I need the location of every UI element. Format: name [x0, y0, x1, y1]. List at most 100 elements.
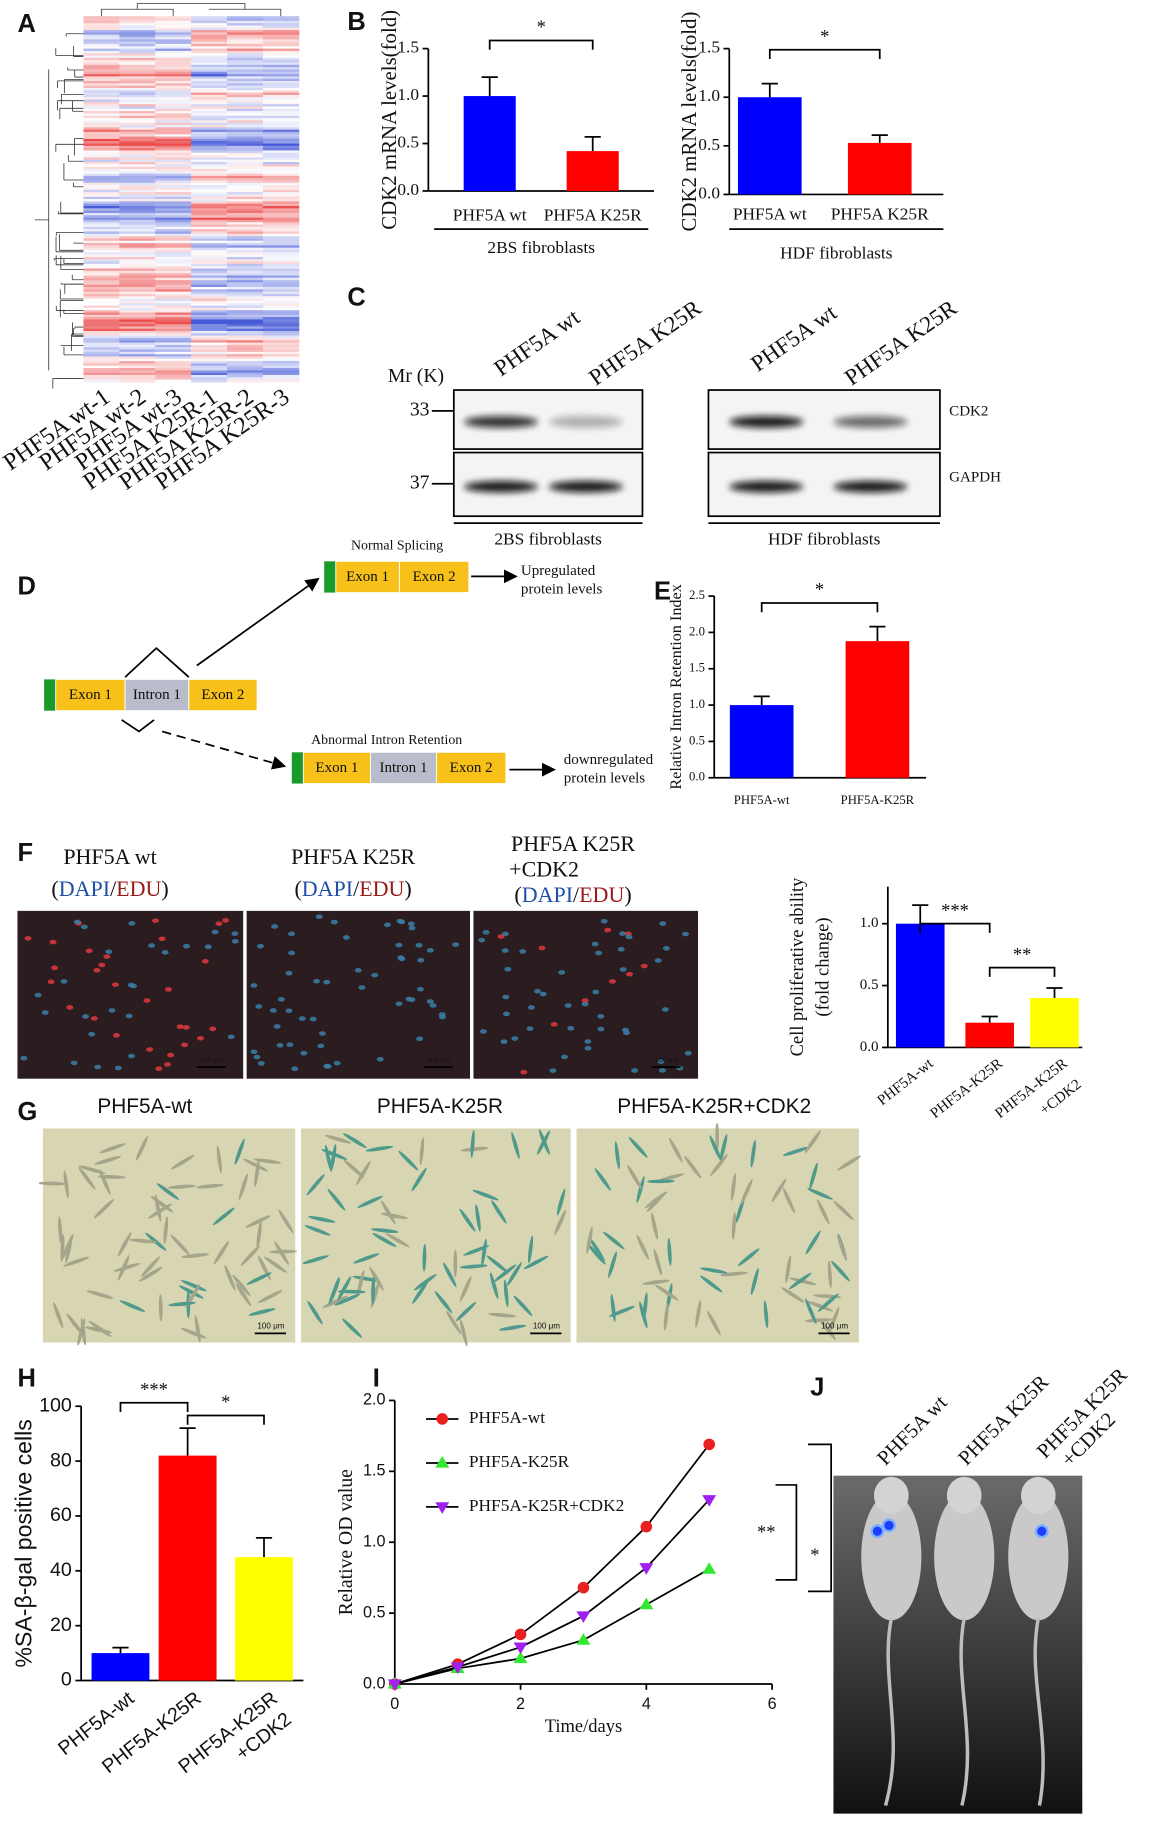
- heatmap-cell: [191, 249, 228, 253]
- heatmap-cell: [119, 215, 156, 219]
- heatmap-cell: [262, 182, 300, 186]
- gene-segment: [55, 678, 126, 712]
- nucleus: [619, 967, 627, 972]
- heatmap-cell: [262, 208, 300, 212]
- group-title: +CDK2: [509, 857, 579, 882]
- nucleus: [315, 914, 323, 920]
- heatmap-cell: [191, 215, 228, 219]
- cell: [610, 1294, 616, 1322]
- lane-label: PHF5A wt: [489, 304, 585, 382]
- heatmap-cell: [119, 289, 156, 293]
- heatmap-cell: [191, 305, 228, 309]
- heatmap-cell: [119, 379, 156, 383]
- heatmap-cell: [119, 340, 156, 344]
- heatmap-cell: [226, 217, 264, 221]
- heatmap-cell: [155, 113, 192, 117]
- nucleus: [164, 987, 172, 992]
- heatmap-cell: [119, 55, 156, 59]
- heatmap-cell: [191, 277, 228, 281]
- heatmap-cell: [119, 337, 156, 341]
- heatmap-cell: [262, 196, 300, 200]
- gene-segment: [435, 751, 507, 785]
- heatmap-cell: [119, 180, 156, 184]
- heatmap-cell: [119, 32, 156, 36]
- heatmap-cell: [191, 122, 228, 126]
- heatmap-cell: [262, 340, 300, 344]
- heatmap-cell: [262, 261, 300, 265]
- dendrogram-branch: [55, 236, 84, 253]
- heatmap-cell: [226, 372, 264, 376]
- heatmap-cell: [83, 83, 120, 87]
- cell: [628, 1136, 648, 1158]
- dendrogram-trunk: [34, 69, 50, 371]
- nucleus: [538, 945, 546, 951]
- blot-band: [833, 416, 908, 428]
- heatmap-cell: [119, 222, 156, 226]
- heatmap-cell: [226, 307, 264, 311]
- cell: [503, 1279, 509, 1308]
- nucleus: [604, 927, 612, 933]
- heatmap-cell: [262, 164, 300, 168]
- heatmap-cell: [83, 368, 120, 371]
- dendrogram-branch: [63, 346, 84, 356]
- significance-label: **: [757, 1523, 775, 1543]
- heatmap-cell: [226, 361, 264, 365]
- heatmap-cell: [155, 196, 192, 200]
- cell: [370, 1228, 399, 1234]
- heatmap-cell: [262, 23, 300, 27]
- nucleus: [617, 947, 625, 952]
- cell: [212, 1207, 235, 1226]
- heatmap-cell: [191, 337, 228, 341]
- nucleus: [625, 934, 633, 940]
- nucleus: [125, 1013, 133, 1019]
- heatmap-cell: [191, 136, 228, 140]
- heatmap-cell: [226, 356, 264, 360]
- cell: [88, 1320, 112, 1337]
- heatmap-cell: [155, 194, 192, 198]
- heatmap-cell: [119, 134, 156, 138]
- cell: [653, 1248, 663, 1276]
- legend-label: PHF5A-K25R: [469, 1452, 570, 1471]
- heatmap-cell: [83, 159, 120, 163]
- heatmap-cell: [119, 263, 156, 267]
- nucleus: [662, 946, 670, 951]
- heatmap-cell: [191, 296, 228, 300]
- heatmap-cell: [191, 259, 228, 263]
- heatmap-cell: [191, 27, 228, 31]
- heatmap-cell: [191, 266, 228, 270]
- heatmap-cell: [119, 92, 156, 96]
- cell: [419, 1137, 425, 1165]
- y-tick-label: 2.0: [363, 1391, 386, 1409]
- heatmap-cell: [119, 71, 156, 75]
- heatmap-cell: [119, 145, 156, 149]
- bar: [1030, 997, 1079, 1048]
- heatmap-cell: [226, 203, 264, 207]
- heatmap-cell: [191, 356, 228, 360]
- heatmap-cell: [119, 136, 156, 140]
- nucleus: [511, 1036, 519, 1041]
- heatmap-cell: [119, 43, 156, 47]
- cell: [163, 1216, 169, 1245]
- nucleus: [161, 950, 169, 955]
- heatmap-cell: [191, 342, 228, 346]
- heatmap-cell: [262, 192, 300, 196]
- mouse-head: [1020, 1476, 1056, 1514]
- heatmap-cell: [119, 90, 156, 94]
- heatmap-cell: [262, 233, 300, 237]
- heatmap-cell: [119, 354, 156, 358]
- heatmap-cell: [226, 259, 264, 263]
- heatmap-cell: [191, 247, 228, 251]
- heatmap-cell: [191, 78, 228, 82]
- heatmap-cell: [262, 148, 300, 152]
- heatmap-cell: [83, 138, 120, 142]
- gene-segment: [370, 751, 437, 785]
- heatmap-cell: [155, 60, 192, 64]
- bar: [463, 96, 516, 191]
- heatmap-cell: [262, 312, 300, 316]
- nucleus: [682, 931, 690, 937]
- heatmap-cell: [262, 141, 300, 145]
- heatmap-cell: [83, 280, 120, 283]
- cell: [60, 1234, 65, 1262]
- heatmap-cell: [262, 319, 300, 323]
- nucleus: [255, 1004, 263, 1009]
